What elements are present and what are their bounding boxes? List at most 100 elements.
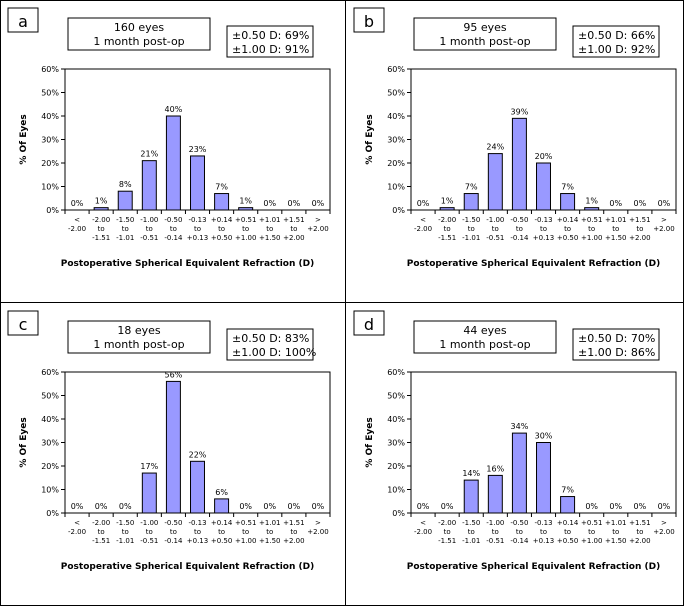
x-tick-label: to [468,225,475,233]
info-box [413,17,557,51]
data-label: 1% [585,197,598,206]
y-tick-label: 40% [41,112,59,121]
y-tick-label: 40% [41,415,59,424]
panel-letter: a [18,12,28,31]
x-tick-label: to [266,225,273,233]
x-tick-label: +0.50 [557,234,578,242]
x-axis-title: Postoperative Spherical Equivalent Refra… [61,259,314,269]
data-label: 7% [561,183,574,192]
info-box [413,320,557,354]
data-label: 23% [189,145,207,154]
chart-panel-d: d 44 eyes 1 month post-op ±0.50 D: 70% ±1.00… [348,305,685,603]
data-label: 0% [658,502,671,511]
bar [190,460,205,514]
data-label: 34% [511,422,529,431]
x-tick-label: to [444,528,451,536]
bar [165,380,181,514]
x-tick-label: to [122,225,129,233]
bar [439,207,455,211]
x-tick-label: +2.00 [307,225,328,233]
panel-letter-box [353,7,385,33]
bar [463,193,479,211]
x-tick-label: -0.13 [534,519,552,527]
info-box-eyes: 18 eyes [117,324,161,337]
x-tick-label: to [564,225,571,233]
data-label: 0% [239,502,252,511]
chart-panel-a: a 160 eyes 1 month post-op ±0.50 D: 69% ±1.0… [2,2,342,300]
y-tick-label: 50% [387,89,405,98]
data-label: 0% [441,502,454,511]
x-tick-label: +1.50 [605,234,626,242]
x-tick-label: to [516,225,523,233]
y-tick-label: 50% [387,392,405,401]
y-tick-label: 10% [387,486,405,495]
bar [511,432,527,514]
x-tick-label: +0.14 [211,519,233,527]
y-axis-title: % Of Eyes [365,417,375,467]
data-label: 0% [634,502,647,511]
x-tick-label: +0.50 [211,537,232,545]
data-label: 0% [609,502,622,511]
accuracy-box [572,328,660,361]
data-label: 0% [263,199,276,208]
x-tick-label: > [315,519,321,527]
data-label: 0% [417,502,430,511]
bar [141,160,157,211]
y-tick-label: 30% [387,439,405,448]
data-label: 16% [486,464,504,473]
bar [511,117,527,211]
bar [560,193,576,211]
y-tick-label: 40% [387,112,405,121]
x-tick-label: -1.00 [140,519,158,527]
x-tick-label: +0.50 [211,234,232,242]
x-tick-label: to [194,225,201,233]
x-tick-label: +1.01 [259,519,280,527]
x-tick-label: -0.13 [188,216,206,224]
y-tick-label: 60% [387,65,405,74]
panel-divider-vertical [345,0,346,606]
data-label: 0% [312,199,325,208]
x-tick-label: +0.14 [557,216,579,224]
y-tick-label: 60% [41,65,59,74]
data-label: 1% [95,197,108,206]
x-tick-label: -0.50 [164,519,182,527]
y-tick-label: 60% [387,368,405,377]
data-label: 7% [465,183,478,192]
x-tick-label: to [218,528,225,536]
data-label: 0% [658,199,671,208]
bar [214,498,230,514]
x-tick-label: to [492,528,499,536]
info-box-eyes: 95 eyes [463,21,507,34]
y-tick-label: 50% [41,392,59,401]
x-tick-label: to [540,225,547,233]
x-tick-label: to [242,528,249,536]
data-label: 0% [417,199,430,208]
bar [584,207,600,211]
y-tick-label: 60% [41,368,59,377]
info-box-timepoint: 1 month post-op [439,338,530,351]
y-tick-label: 30% [41,136,59,145]
x-axis-title: Postoperative Spherical Equivalent Refra… [407,259,660,269]
accuracy-050: ±0.50 D: 70% [578,332,655,345]
x-tick-label: -1.50 [116,216,134,224]
bar [560,496,576,514]
bar [536,442,551,514]
x-tick-label: +2.00 [653,528,674,536]
x-tick-label: -0.14 [164,537,183,545]
panel-letter: d [364,315,374,334]
y-tick-label: 10% [41,183,59,192]
y-tick-label: 40% [387,415,405,424]
x-tick-label: to [588,528,595,536]
x-tick-label: -1.01 [462,234,480,242]
x-tick-label: -0.50 [164,216,182,224]
data-label: 0% [71,199,84,208]
data-label: 0% [312,502,325,511]
x-tick-label: -1.00 [486,519,504,527]
y-tick-label: 10% [387,183,405,192]
x-tick-label: to [290,225,297,233]
x-tick-label: +2.00 [653,225,674,233]
data-label: 0% [263,502,276,511]
x-tick-label: -1.51 [438,234,456,242]
